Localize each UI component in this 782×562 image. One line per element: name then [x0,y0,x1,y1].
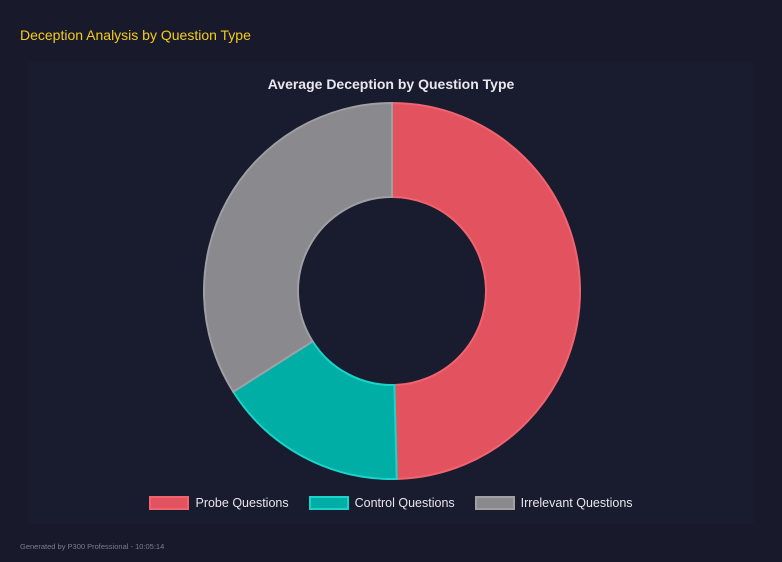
page-title: Deception Analysis by Question Type [20,27,251,43]
legend-label: Irrelevant Questions [520,496,633,510]
legend-swatch [474,496,515,510]
legend-swatch [308,496,349,510]
legend-label: Probe Questions [195,496,289,510]
legend-item-probe[interactable]: Probe Questions [149,496,289,510]
legend-swatch [149,496,190,510]
donut-slice-irrelevant-questions[interactable] [203,101,393,394]
footer-text: Generated by P300 Professional - 10:05:1… [20,542,165,551]
legend-item-control[interactable]: Control Questions [308,496,455,510]
donut-slice-probe-questions[interactable] [391,101,581,480]
chart-title: Average Deception by Question Type [267,76,515,92]
legend-item-irrelevant[interactable]: Irrelevant Questions [474,496,633,510]
donut-slice-control-questions[interactable] [231,339,398,480]
legend: Probe Questions Control Questions Irrele… [0,496,782,510]
legend-label: Control Questions [354,496,455,510]
